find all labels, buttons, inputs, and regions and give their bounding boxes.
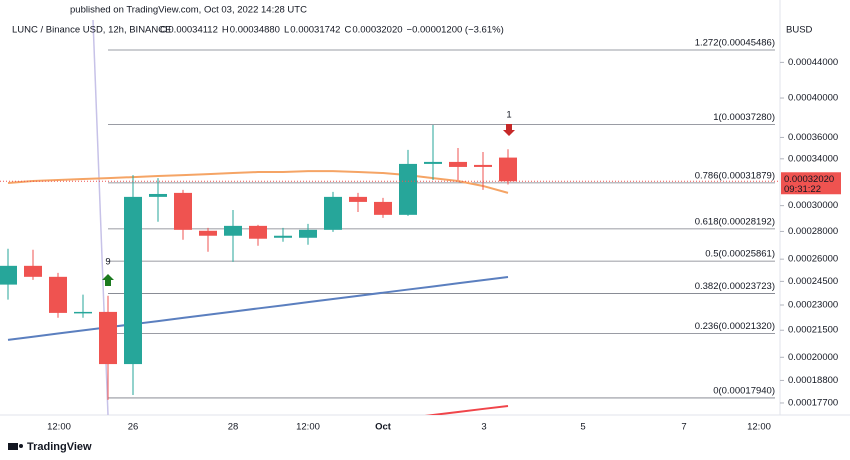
x-tick-label: 7 <box>681 422 686 433</box>
indicator-line <box>424 404 509 415</box>
legend-key: L <box>284 25 289 36</box>
x-tick-label: 3 <box>481 422 486 433</box>
brand: TradingView <box>27 441 92 453</box>
price-tag <box>781 172 841 195</box>
legend-change: −0.00001200 (−3.61%) <box>407 25 504 36</box>
x-tick-label: 12:00 <box>296 422 320 433</box>
legend-value: 0.00034112 <box>168 25 218 36</box>
y-tick-label: 0.00034000 <box>788 153 838 164</box>
fib-label: 1(0.00037280) <box>713 112 775 123</box>
fib-label: 0.5(0.00025861) <box>705 249 775 260</box>
candle-body <box>424 161 442 164</box>
y-tick-label: 0.00024500 <box>788 276 838 287</box>
candle-body <box>0 265 17 285</box>
candle-body <box>299 229 317 238</box>
signal-label: 1 <box>506 110 511 121</box>
fib-label: 0.382(0.00023723) <box>695 281 775 292</box>
candle-body <box>274 235 292 238</box>
legend-key: C <box>344 25 351 36</box>
candle-body <box>49 276 67 313</box>
logo-icon <box>19 444 23 448</box>
candle-body <box>174 192 192 230</box>
candle-body <box>149 193 167 197</box>
legend-value: 0.00032020 <box>352 25 402 36</box>
candle-body <box>249 225 267 239</box>
signal-label: 9 <box>105 257 110 268</box>
price-tag-value: 0.00032020 <box>784 174 834 185</box>
x-tick-label: 26 <box>128 422 139 433</box>
x-tick-label: Oct <box>375 422 392 433</box>
candle-body <box>474 164 492 167</box>
y-tick-label: 0.00040000 <box>788 93 838 104</box>
signal-arrow <box>102 274 114 286</box>
y-tick-label: 0.00018800 <box>788 375 838 386</box>
indicator-line <box>7 170 509 194</box>
x-tick-label: 28 <box>228 422 239 433</box>
fib-label: 0.236(0.00021320) <box>695 321 775 332</box>
indicator-line <box>7 275 509 341</box>
fib-label: 0.618(0.00028192) <box>695 216 775 227</box>
y-tick-label: 0.00030000 <box>788 200 838 211</box>
y-tick-label: 0.00023000 <box>788 300 838 311</box>
price-tag-countdown: 09:31:22 <box>784 184 821 195</box>
candle-body <box>199 230 217 236</box>
currency: BUSD <box>786 25 813 36</box>
candle-body <box>324 196 342 230</box>
candle-body <box>449 161 467 167</box>
legend-key: O <box>160 25 167 36</box>
x-tick-label: 12:00 <box>47 422 71 433</box>
candle-body <box>99 311 117 365</box>
logo: TradingView <box>8 441 92 453</box>
candle-body <box>399 163 417 215</box>
symbol-title: LUNC / Binance USD, 12h, BINANCE <box>12 25 171 36</box>
logo-icon <box>8 443 18 450</box>
y-tick-label: 0.00028000 <box>788 226 838 237</box>
y-tick-label: 0.00044000 <box>788 57 838 68</box>
published-note: published on TradingView.com, Oct 03, 20… <box>70 5 307 16</box>
x-tick-label: 12:00 <box>747 422 771 433</box>
fib-label: 0(0.00017940) <box>713 385 775 396</box>
legend-value: 0.00031742 <box>290 25 340 36</box>
x-tick-label: 5 <box>580 422 585 433</box>
candle-body <box>224 225 242 236</box>
y-tick-label: 0.00026000 <box>788 254 838 265</box>
legend-key: H <box>222 25 229 36</box>
y-tick-label: 0.00021500 <box>788 325 838 336</box>
candle-body <box>24 265 42 277</box>
y-tick-label: 0.00036000 <box>788 132 838 143</box>
y-tick-label: 0.00017700 <box>788 397 838 408</box>
y-tick-label: 0.00020000 <box>788 352 838 363</box>
signal-arrow <box>503 124 515 136</box>
fib-label: 0.786(0.00031879) <box>695 170 775 181</box>
candle-body <box>499 157 517 182</box>
legend-value: 0.00034880 <box>230 25 280 36</box>
fib-label: 1.272(0.00045486) <box>695 37 775 48</box>
plot-area: 1.272(0.00045486) 1(0.00037280) 0.786(0.00… <box>0 37 780 415</box>
candle-body <box>374 201 392 215</box>
candle-body <box>74 311 92 314</box>
candle-body <box>349 196 367 202</box>
candle-body <box>124 196 142 365</box>
